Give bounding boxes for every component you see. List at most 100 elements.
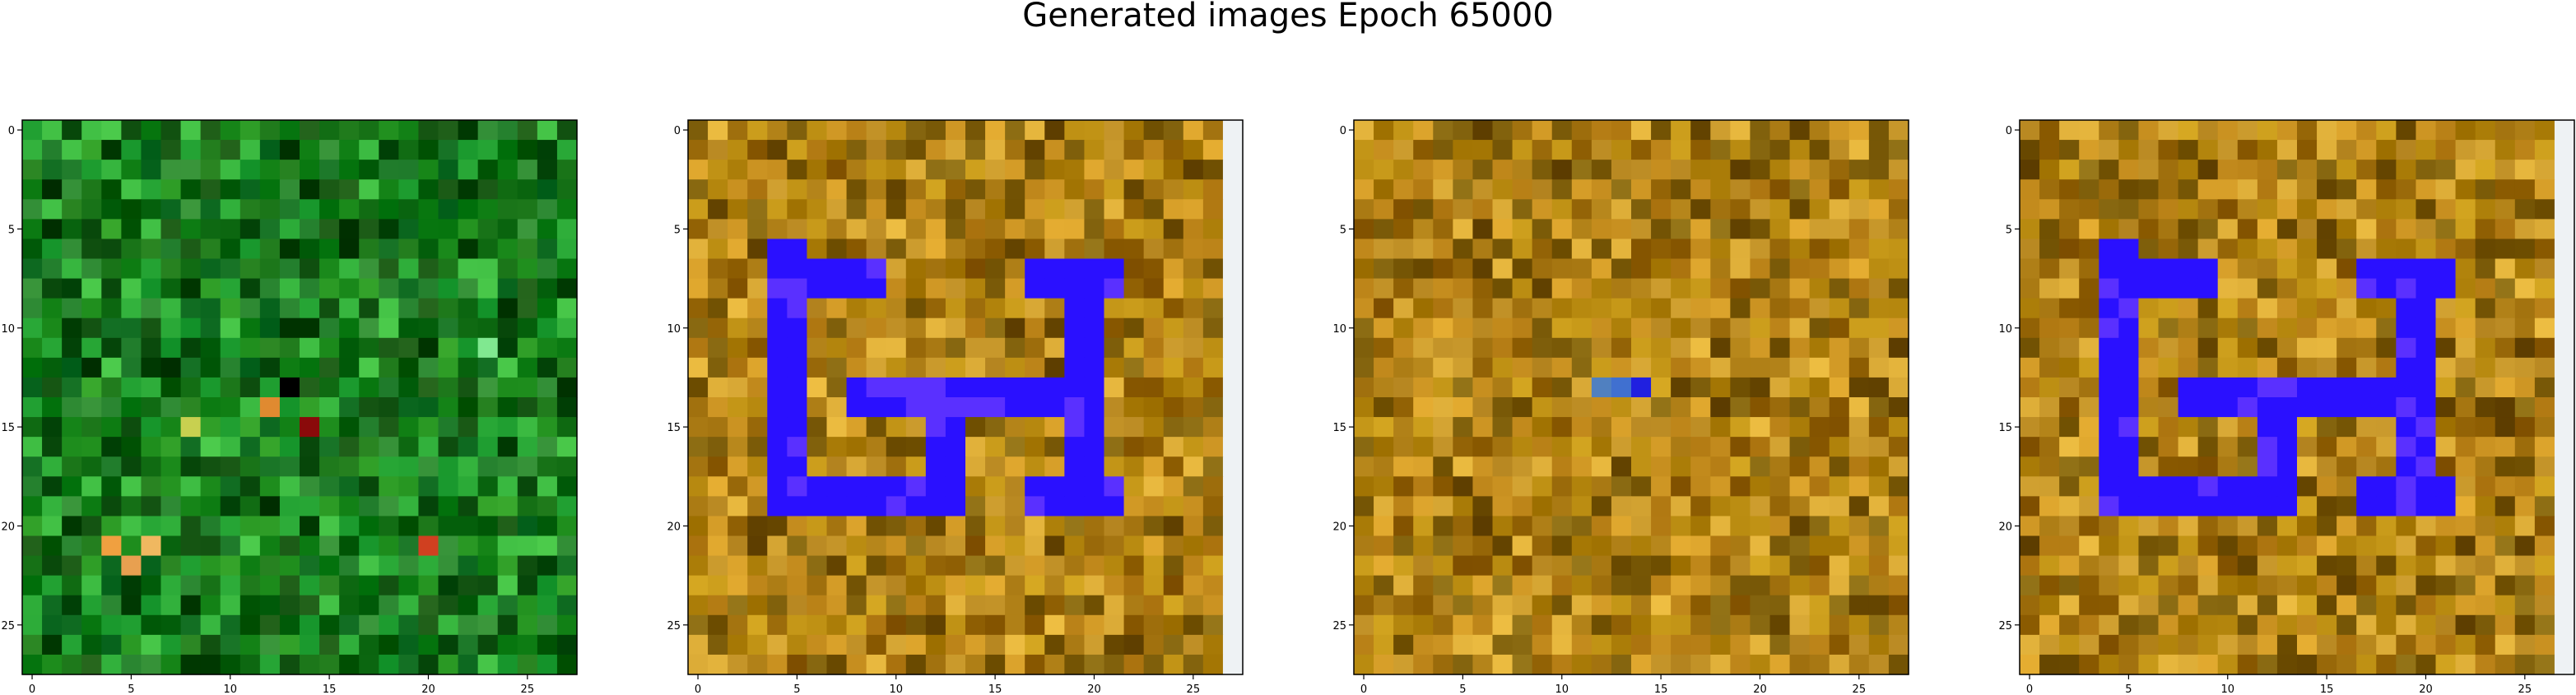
pixel-cell — [121, 357, 142, 378]
pixel-cell — [1222, 357, 1244, 378]
pixel-cell — [2158, 140, 2179, 160]
pixel-cell — [141, 595, 162, 616]
pixel-cell — [379, 357, 399, 378]
pixel-cell — [1868, 496, 1890, 517]
pixel-cell — [2158, 535, 2179, 557]
pixel-cell — [556, 239, 578, 260]
pixel-cell — [1393, 298, 1414, 319]
pixel-cell — [1829, 179, 1850, 200]
pixel-cell — [1163, 575, 1184, 596]
pixel-cell — [945, 614, 966, 636]
pixel-cell — [42, 199, 63, 220]
pixel-cell — [767, 258, 788, 280]
pixel-cell — [1453, 357, 1474, 378]
pixel-cell — [2257, 120, 2278, 141]
pixel-cell — [2356, 298, 2377, 319]
pixel-cell — [965, 456, 986, 477]
pixel-cell — [200, 595, 221, 616]
pixel-cell — [925, 219, 946, 240]
pixel-cell — [985, 239, 1006, 260]
pixel-cell — [556, 595, 578, 616]
pixel-cell — [2039, 456, 2060, 477]
pixel-cell — [1532, 634, 1553, 656]
pixel-cell — [2138, 317, 2160, 339]
pixel-cell — [945, 437, 966, 457]
pixel-cell — [319, 456, 340, 477]
pixel-cell — [2020, 377, 2040, 398]
pixel-cell — [688, 179, 709, 200]
pixel-cell — [2217, 258, 2239, 280]
pixel-cell — [2495, 278, 2516, 299]
pixel-cell — [1532, 614, 1553, 636]
pixel-cell — [62, 160, 82, 180]
pixel-cell — [200, 634, 221, 656]
pixel-cell — [1005, 219, 1025, 240]
pixel-cell — [1433, 456, 1453, 477]
pixel-cell — [2079, 239, 2099, 260]
pixel-cell — [2118, 654, 2140, 675]
pixel-cell — [1354, 219, 1374, 240]
pixel-cell — [2495, 535, 2516, 557]
pixel-cell — [438, 357, 459, 378]
pixel-cell — [398, 595, 420, 616]
pixel-cell — [200, 298, 221, 319]
pixel-cell — [1453, 298, 1474, 319]
pixel-cell — [2376, 397, 2397, 418]
pixel-cell — [398, 496, 420, 517]
pixel-cell — [300, 160, 320, 180]
pixel-cell — [807, 377, 828, 398]
pixel-cell — [458, 456, 479, 477]
x-tick-label: 15 — [2320, 683, 2334, 695]
pixel-cell — [826, 417, 848, 438]
pixel-cell — [2099, 417, 2119, 438]
pixel-cell — [1848, 258, 1870, 280]
pixel-cell — [477, 437, 499, 457]
pixel-cell — [2217, 357, 2239, 378]
pixel-cell — [537, 337, 558, 359]
pixel-cell — [121, 595, 142, 616]
pixel-cell — [1888, 516, 1909, 537]
pixel-cell — [497, 575, 518, 596]
pixel-cell — [985, 614, 1006, 636]
pixel-cell — [300, 397, 320, 418]
pixel-cell — [1848, 496, 1870, 517]
pixel-cell — [220, 595, 241, 616]
pixel-cell — [279, 535, 300, 557]
pixel-cell — [458, 160, 479, 180]
pixel-cell — [2317, 614, 2337, 636]
pixel-cell — [866, 535, 887, 557]
pixel-cell — [2495, 337, 2516, 359]
pixel-cell — [398, 120, 420, 141]
pixel-cell — [2257, 278, 2278, 299]
pixel-cell — [319, 496, 340, 517]
pixel-cell — [2356, 120, 2377, 141]
pixel-cell — [1104, 278, 1125, 299]
pixel-cell — [1750, 535, 1771, 557]
pixel-cell — [359, 614, 379, 636]
pixel-cell — [846, 317, 867, 339]
pixel-cell — [2178, 555, 2199, 577]
pixel-cell — [458, 614, 479, 636]
pixel-cell — [2416, 595, 2437, 616]
pixel-cell — [1025, 377, 1045, 398]
pixel-cell — [826, 337, 848, 359]
pixel-cell — [121, 437, 142, 457]
pixel-cell — [1163, 595, 1184, 616]
pixel-cell — [1710, 199, 1731, 220]
pixel-cell — [2099, 239, 2119, 260]
pixel-cell — [1690, 199, 1711, 220]
pixel-cell — [62, 120, 82, 141]
pixel-cell — [2455, 496, 2476, 517]
pixel-cell — [160, 575, 182, 596]
pixel-cell — [728, 160, 748, 180]
pixel-cell — [497, 496, 518, 517]
pixel-cell — [2416, 179, 2437, 200]
pixel-cell — [2118, 417, 2140, 438]
pixel-cell — [1551, 535, 1573, 557]
pixel-cell — [418, 634, 439, 656]
pixel-cell — [688, 298, 709, 319]
pixel-cell — [2337, 120, 2357, 141]
pixel-cell — [1025, 199, 1045, 220]
pixel-cell — [2158, 317, 2179, 339]
pixel-cell — [379, 456, 399, 477]
